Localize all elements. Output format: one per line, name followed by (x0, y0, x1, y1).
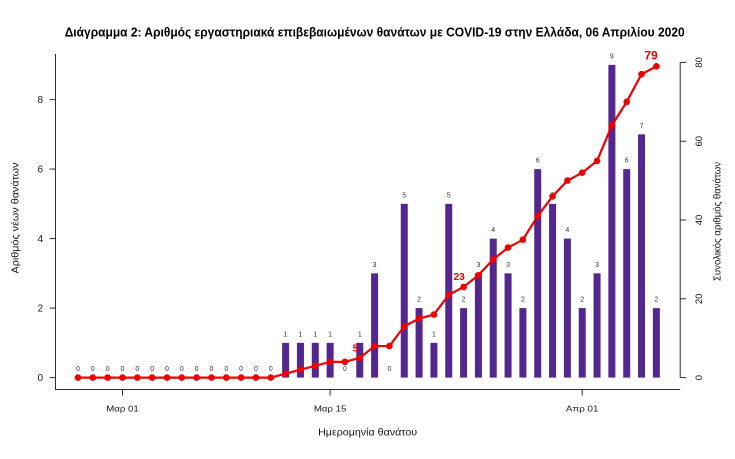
svg-text:0: 0 (150, 366, 154, 373)
svg-text:Αριθμός νέων θανάτων: Αριθμός νέων θανάτων (9, 163, 21, 274)
svg-text:0: 0 (135, 366, 139, 373)
svg-text:0: 0 (254, 366, 258, 373)
svg-text:5: 5 (447, 192, 451, 199)
svg-text:4: 4 (491, 227, 495, 234)
svg-text:2: 2 (521, 297, 525, 304)
svg-text:7: 7 (640, 123, 644, 130)
svg-text:4: 4 (37, 234, 43, 245)
svg-text:4: 4 (565, 227, 569, 234)
svg-text:1: 1 (284, 331, 288, 338)
svg-text:Διάγραμμα 2: Αριθμός εργαστηρι: Διάγραμμα 2: Αριθμός εργαστηριακά επιβεβ… (65, 24, 685, 39)
svg-text:3: 3 (506, 262, 510, 269)
svg-text:0: 0 (165, 366, 169, 373)
svg-text:Ημερομηνία θανάτου: Ημερομηνία θανάτου (318, 427, 417, 439)
svg-text:0: 0 (76, 366, 80, 373)
svg-text:2: 2 (417, 297, 421, 304)
svg-text:3: 3 (595, 262, 599, 269)
svg-text:2: 2 (37, 304, 43, 315)
svg-text:1: 1 (298, 331, 302, 338)
svg-text:0: 0 (180, 366, 184, 373)
svg-text:Μαρ 15: Μαρ 15 (314, 403, 347, 413)
svg-text:Απρ 01: Απρ 01 (566, 403, 599, 413)
svg-text:60: 60 (694, 136, 705, 147)
svg-text:Μαρ 01: Μαρ 01 (106, 403, 139, 413)
svg-text:2: 2 (654, 297, 658, 304)
svg-text:0: 0 (195, 366, 199, 373)
svg-text:40: 40 (694, 215, 705, 226)
svg-text:0: 0 (694, 375, 705, 380)
svg-text:79: 79 (644, 48, 658, 62)
svg-text:1: 1 (358, 331, 362, 338)
svg-text:Συνολικός αριθμός θανάτων: Συνολικός αριθμός θανάτων (712, 162, 724, 281)
svg-text:0: 0 (106, 366, 110, 373)
svg-text:0: 0 (121, 366, 125, 373)
svg-text:1: 1 (432, 331, 436, 338)
svg-text:1: 1 (313, 331, 317, 338)
svg-text:3: 3 (373, 262, 377, 269)
svg-text:5: 5 (402, 192, 406, 199)
svg-text:0: 0 (387, 366, 391, 373)
svg-text:6: 6 (536, 158, 540, 165)
svg-text:1: 1 (328, 331, 332, 338)
svg-text:0: 0 (37, 373, 43, 384)
svg-text:0: 0 (224, 366, 228, 373)
svg-text:8: 8 (37, 95, 43, 106)
svg-text:2: 2 (580, 297, 584, 304)
svg-text:0: 0 (343, 366, 347, 373)
svg-text:23: 23 (454, 272, 466, 283)
svg-text:5: 5 (353, 343, 359, 354)
svg-text:0: 0 (269, 366, 273, 373)
svg-text:0: 0 (91, 366, 95, 373)
svg-text:9: 9 (610, 53, 614, 60)
svg-text:80: 80 (694, 57, 705, 68)
svg-text:6: 6 (625, 158, 629, 165)
svg-text:20: 20 (694, 294, 705, 305)
svg-text:3: 3 (476, 262, 480, 269)
svg-text:0: 0 (239, 366, 243, 373)
svg-text:2: 2 (462, 297, 466, 304)
svg-text:0: 0 (210, 366, 214, 373)
svg-text:6: 6 (37, 165, 43, 176)
